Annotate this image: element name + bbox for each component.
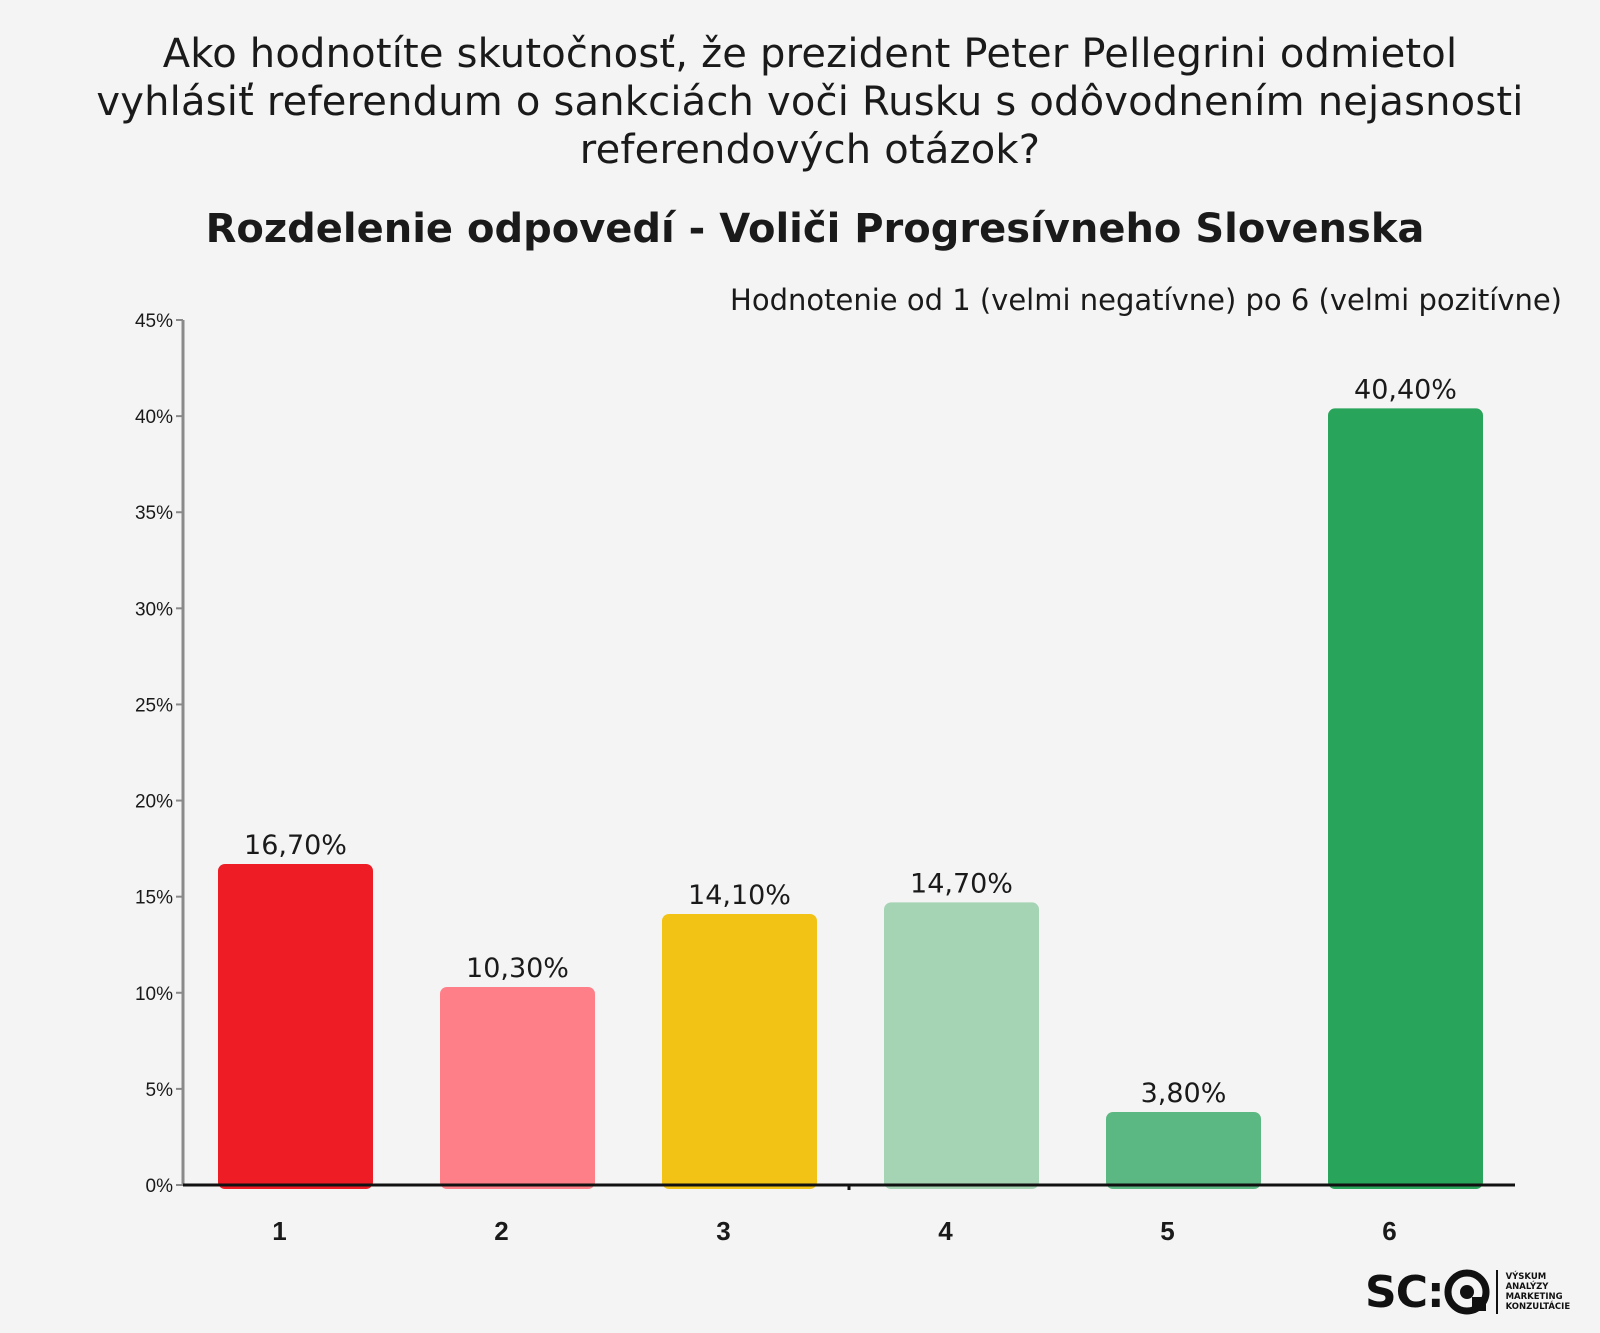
bar-2 [440,987,595,1189]
x-tick-label-2: 2 [494,1216,508,1246]
data-label-5: 3,80% [1141,1078,1227,1109]
question-line-1: Ako hodnotíte skutočnosť, že prezident P… [162,31,1458,77]
data-label-2: 10,30% [466,953,569,984]
logo-tag-2: ANALÝZY [1505,1282,1549,1292]
bar-3 [662,913,817,1189]
y-tick-label: 40% [135,407,173,428]
y-tick-label: 10% [135,984,173,1005]
x-tick-label-3: 3 [716,1216,730,1246]
x-tick-label-1: 1 [272,1216,286,1246]
data-label-4: 14,70% [910,868,1013,899]
y-tick-label: 25% [135,695,173,716]
logo-tag-3: MARKETING [1505,1292,1563,1302]
y-tick-label: 5% [146,1080,174,1101]
y-tick-label: 0% [146,1176,174,1197]
sc-logo: SC: VÝSKUM ANALÝZY MARKETING KONZULTÁCIE [1365,1267,1571,1318]
x-tick-label-5: 5 [1160,1216,1174,1246]
bar-4 [884,902,1039,1189]
question-line-3: referendových otázok? [579,127,1041,173]
bar-6 [1328,408,1483,1189]
question-line-2: vyhlásiť referendum o sankciách voči Rus… [96,79,1524,125]
y-tick-label: 35% [135,503,173,524]
y-tick-label: 30% [135,599,173,620]
x-tick-label-6: 6 [1382,1216,1396,1246]
logo-tag-4: KONZULTÁCIE [1505,1302,1571,1312]
y-tick-label: 15% [135,888,173,909]
chart-subtitle: Rozdelenie odpovedí - Voliči Progresívne… [205,206,1425,252]
logo-tagline: VÝSKUM ANALÝZY MARKETING KONZULTÁCIE [1506,1272,1571,1312]
logo-separator [1495,1270,1498,1314]
data-label-6: 40,40% [1354,374,1457,405]
bar-5 [1106,1111,1261,1189]
y-axis: 0% 5% 10% 15% 20% 25% 30% 35% 40% 45% [135,311,185,1197]
logo-tag-1: VÝSKUM [1505,1272,1547,1282]
y-tick-label: 20% [135,792,173,813]
data-label-3: 14,10% [688,880,791,911]
x-axis: 1 2 3 4 5 6 [183,1183,1515,1246]
y-tick-label: 45% [135,311,173,332]
target-icon [1444,1269,1490,1315]
x-tick-label-4: 4 [938,1216,953,1246]
bar-1 [218,863,373,1189]
chart-question-title: Ako hodnotíte skutočnosť, že prezident P… [60,30,1560,174]
data-label-1: 16,70% [244,830,347,861]
logo-mark: SC: [1365,1267,1490,1318]
logo-text: SC: [1365,1266,1445,1318]
scale-note: Hodnotenie od 1 (velmi negatívne) po 6 (… [730,283,1562,317]
bars: 16,70% 10,30% 14,10% 14,70% 3,80% 40,40% [218,374,1483,1189]
